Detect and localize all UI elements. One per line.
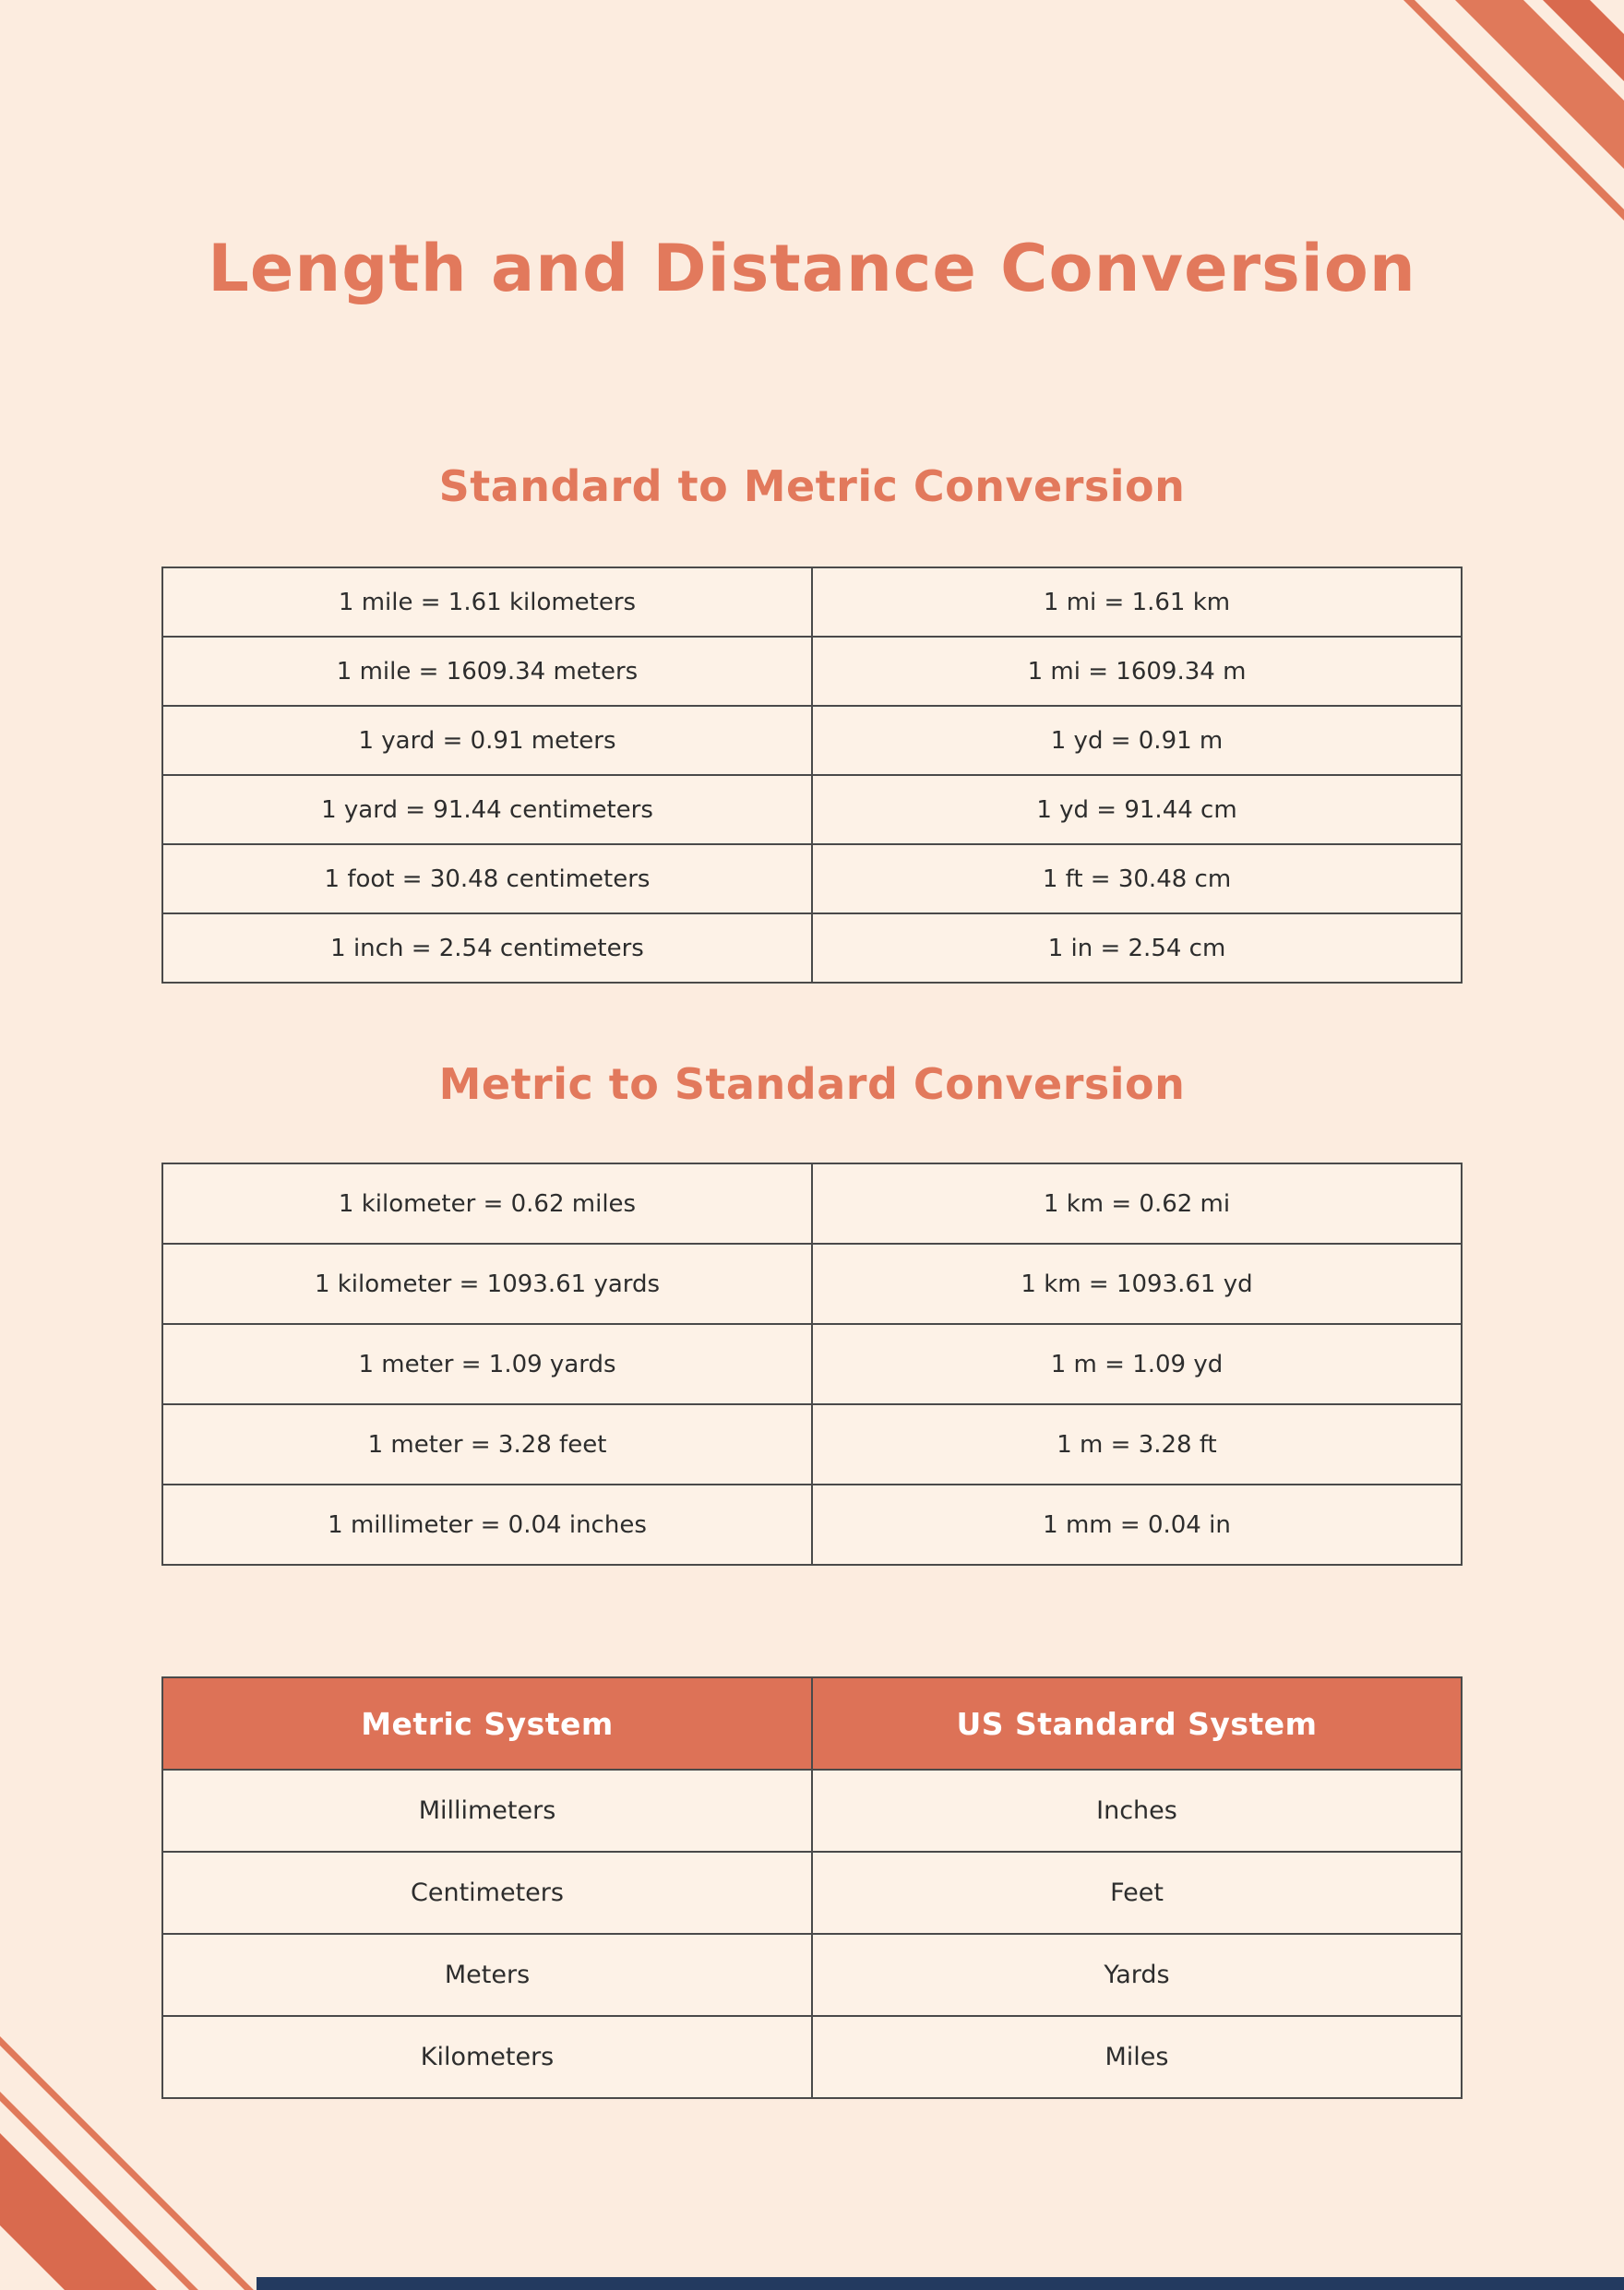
conversion-abbrev-cell: 1 mm = 0.04 in [811, 1484, 1463, 1566]
table-row: 1 yard = 0.91 meters 1 yd = 0.91 m [161, 705, 1463, 776]
conversion-full-cell: 1 meter = 3.28 feet [161, 1403, 813, 1485]
standard-to-metric-table: 1 mile = 1.61 kilometers 1 mi = 1.61 km … [161, 567, 1463, 984]
conversion-abbrev-cell: 1 ft = 30.48 cm [811, 843, 1463, 914]
table-row: Millimeters Inches [161, 1769, 1463, 1853]
us-unit-cell: Miles [811, 2015, 1463, 2099]
table-row: 1 meter = 3.28 feet 1 m = 3.28 ft [161, 1403, 1463, 1485]
us-unit-cell: Yards [811, 1933, 1463, 2017]
table-row: 1 kilometer = 0.62 miles 1 km = 0.62 mi [161, 1163, 1463, 1245]
table-row: 1 yard = 91.44 centimeters 1 yd = 91.44 … [161, 774, 1463, 845]
table-row: 1 inch = 2.54 centimeters 1 in = 2.54 cm [161, 912, 1463, 984]
conversion-abbrev-cell: 1 km = 0.62 mi [811, 1163, 1463, 1245]
section-heading-metric-to-standard: Metric to Standard Conversion [438, 1059, 1186, 1109]
conversion-abbrev-cell: 1 m = 1.09 yd [811, 1323, 1463, 1405]
table-row: 1 millimeter = 0.04 inches 1 mm = 0.04 i… [161, 1484, 1463, 1566]
table-row: Meters Yards [161, 1933, 1463, 2017]
conversion-full-cell: 1 yard = 0.91 meters [161, 705, 813, 776]
table-row: 1 mile = 1.61 kilometers 1 mi = 1.61 km [161, 567, 1463, 638]
conversion-abbrev-cell: 1 mi = 1609.34 m [811, 636, 1463, 707]
conversion-full-cell: 1 millimeter = 0.04 inches [161, 1484, 813, 1566]
conversion-full-cell: 1 meter = 1.09 yards [161, 1323, 813, 1405]
conversion-abbrev-cell: 1 yd = 0.91 m [811, 705, 1463, 776]
metric-unit-cell: Meters [161, 1933, 813, 2017]
metric-system-header: Metric System [161, 1676, 813, 1771]
metric-unit-cell: Millimeters [161, 1769, 813, 1853]
metric-unit-cell: Kilometers [161, 2015, 813, 2099]
conversion-full-cell: 1 kilometer = 0.62 miles [161, 1163, 813, 1245]
conversion-abbrev-cell: 1 in = 2.54 cm [811, 912, 1463, 984]
conversion-abbrev-cell: 1 yd = 91.44 cm [811, 774, 1463, 845]
us-unit-cell: Feet [811, 1851, 1463, 1935]
table-row: Centimeters Feet [161, 1851, 1463, 1935]
conversion-full-cell: 1 mile = 1609.34 meters [161, 636, 813, 707]
section-heading-standard-to-metric: Standard to Metric Conversion [438, 461, 1186, 511]
conversion-abbrev-cell: 1 mi = 1.61 km [811, 567, 1463, 638]
us-unit-cell: Inches [811, 1769, 1463, 1853]
conversion-abbrev-cell: 1 km = 1093.61 yd [811, 1243, 1463, 1325]
table-row: Kilometers Miles [161, 2015, 1463, 2099]
conversion-full-cell: 1 kilometer = 1093.61 yards [161, 1243, 813, 1325]
conversion-full-cell: 1 inch = 2.54 centimeters [161, 912, 813, 984]
conversion-full-cell: 1 yard = 91.44 centimeters [161, 774, 813, 845]
bottom-navy-bar-decoration [257, 2277, 1624, 2290]
metric-to-standard-table: 1 kilometer = 0.62 miles 1 km = 0.62 mi … [161, 1163, 1463, 1566]
system-comparison-table: Metric System US Standard System Millime… [161, 1676, 1463, 2099]
table-row: 1 foot = 30.48 centimeters 1 ft = 30.48 … [161, 843, 1463, 914]
metric-unit-cell: Centimeters [161, 1851, 813, 1935]
conversion-abbrev-cell: 1 m = 3.28 ft [811, 1403, 1463, 1485]
table-row: 1 meter = 1.09 yards 1 m = 1.09 yd [161, 1323, 1463, 1405]
conversion-full-cell: 1 foot = 30.48 centimeters [161, 843, 813, 914]
table-row: 1 kilometer = 1093.61 yards 1 km = 1093.… [161, 1243, 1463, 1325]
table-row: 1 mile = 1609.34 meters 1 mi = 1609.34 m [161, 636, 1463, 707]
page-title: Length and Distance Conversion [208, 231, 1416, 306]
us-standard-system-header: US Standard System [811, 1676, 1463, 1771]
conversion-full-cell: 1 mile = 1.61 kilometers [161, 567, 813, 638]
table-header-row: Metric System US Standard System [161, 1676, 1463, 1771]
